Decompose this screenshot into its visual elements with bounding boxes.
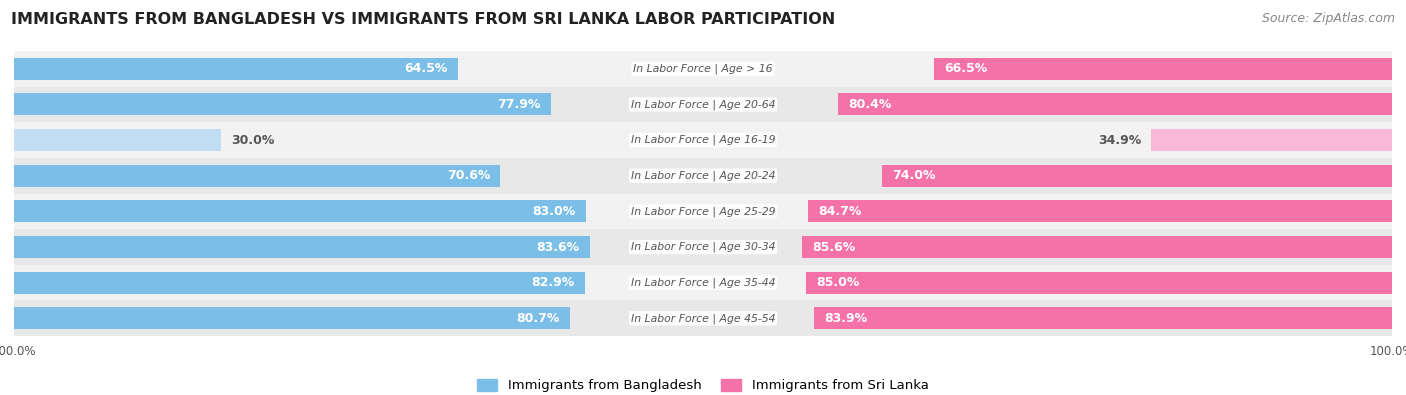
Bar bbox=[1152, 129, 1392, 151]
Text: 66.5%: 66.5% bbox=[945, 62, 987, 75]
Bar bbox=[14, 236, 591, 258]
Text: 83.9%: 83.9% bbox=[824, 312, 868, 325]
Text: 77.9%: 77.9% bbox=[498, 98, 540, 111]
Bar bbox=[14, 272, 585, 294]
Bar bbox=[14, 265, 1392, 301]
Text: In Labor Force | Age 45-54: In Labor Force | Age 45-54 bbox=[631, 313, 775, 324]
Text: IMMIGRANTS FROM BANGLADESH VS IMMIGRANTS FROM SRI LANKA LABOR PARTICIPATION: IMMIGRANTS FROM BANGLADESH VS IMMIGRANTS… bbox=[11, 12, 835, 27]
Bar bbox=[803, 236, 1392, 258]
Bar bbox=[14, 87, 1392, 122]
Text: Source: ZipAtlas.com: Source: ZipAtlas.com bbox=[1261, 12, 1395, 25]
Text: In Labor Force | Age > 16: In Labor Force | Age > 16 bbox=[633, 64, 773, 74]
Bar bbox=[14, 200, 586, 222]
Text: In Labor Force | Age 35-44: In Labor Force | Age 35-44 bbox=[631, 277, 775, 288]
Text: In Labor Force | Age 25-29: In Labor Force | Age 25-29 bbox=[631, 206, 775, 216]
Bar bbox=[14, 301, 1392, 336]
Text: 85.6%: 85.6% bbox=[813, 241, 856, 254]
Bar bbox=[934, 58, 1392, 80]
Text: 80.4%: 80.4% bbox=[848, 98, 891, 111]
Bar bbox=[14, 93, 551, 115]
Bar bbox=[807, 272, 1392, 294]
Bar bbox=[14, 51, 1392, 87]
Legend: Immigrants from Bangladesh, Immigrants from Sri Lanka: Immigrants from Bangladesh, Immigrants f… bbox=[472, 373, 934, 395]
Text: In Labor Force | Age 20-24: In Labor Force | Age 20-24 bbox=[631, 171, 775, 181]
Bar bbox=[14, 58, 458, 80]
Text: 83.6%: 83.6% bbox=[537, 241, 579, 254]
Bar bbox=[14, 158, 1392, 194]
Bar bbox=[882, 165, 1392, 187]
Bar bbox=[14, 229, 1392, 265]
Bar bbox=[14, 129, 221, 151]
Text: 74.0%: 74.0% bbox=[893, 169, 936, 182]
Text: In Labor Force | Age 30-34: In Labor Force | Age 30-34 bbox=[631, 242, 775, 252]
Bar bbox=[14, 307, 569, 329]
Text: In Labor Force | Age 16-19: In Labor Force | Age 16-19 bbox=[631, 135, 775, 145]
Text: 30.0%: 30.0% bbox=[231, 134, 274, 147]
Bar bbox=[808, 200, 1392, 222]
Text: 82.9%: 82.9% bbox=[531, 276, 575, 289]
Text: 34.9%: 34.9% bbox=[1098, 134, 1142, 147]
Text: 80.7%: 80.7% bbox=[516, 312, 560, 325]
Text: 83.0%: 83.0% bbox=[533, 205, 575, 218]
Bar bbox=[14, 122, 1392, 158]
Bar bbox=[14, 194, 1392, 229]
Text: In Labor Force | Age 20-64: In Labor Force | Age 20-64 bbox=[631, 99, 775, 110]
Text: 84.7%: 84.7% bbox=[818, 205, 862, 218]
Text: 70.6%: 70.6% bbox=[447, 169, 491, 182]
Bar bbox=[14, 165, 501, 187]
Text: 64.5%: 64.5% bbox=[405, 62, 449, 75]
Bar bbox=[814, 307, 1392, 329]
Text: 85.0%: 85.0% bbox=[817, 276, 860, 289]
Bar bbox=[838, 93, 1392, 115]
